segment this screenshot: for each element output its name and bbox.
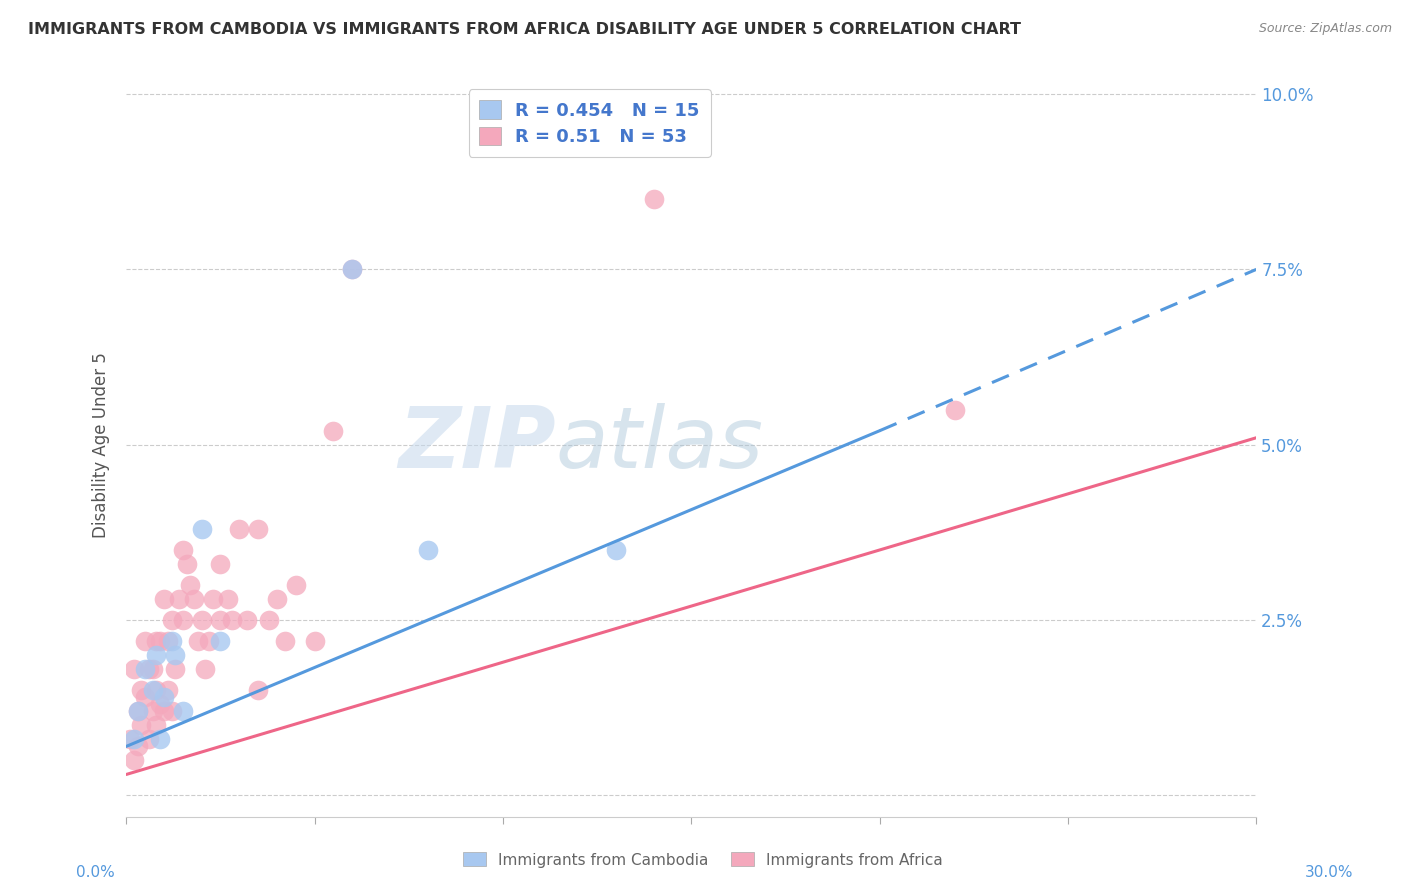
Point [160, 634, 183, 648]
Point [138, 732, 160, 747]
Point [209, 613, 232, 627]
Point [134, 662, 156, 676]
Point [153, 690, 176, 705]
Point [145, 718, 167, 732]
Point [342, 262, 364, 277]
Point [228, 522, 250, 536]
Point [259, 613, 281, 627]
Point [190, 522, 212, 536]
Point [131, 683, 153, 698]
Point [416, 543, 439, 558]
Point [194, 662, 217, 676]
Point [176, 557, 198, 571]
Point [134, 634, 156, 648]
Point [149, 698, 172, 712]
Point [145, 683, 167, 698]
Point [172, 613, 194, 627]
Text: Source: ZipAtlas.com: Source: ZipAtlas.com [1258, 22, 1392, 36]
Point [322, 424, 344, 438]
Point [122, 662, 145, 676]
Point [342, 262, 364, 277]
Point [221, 613, 243, 627]
Point [247, 522, 270, 536]
Point [217, 592, 239, 607]
Point [145, 634, 167, 648]
Point [172, 704, 194, 718]
Point [160, 704, 183, 718]
Point [172, 543, 194, 558]
Point [142, 704, 165, 718]
Point [236, 613, 259, 627]
Point [943, 402, 966, 417]
Point [153, 704, 176, 718]
Point [643, 192, 665, 206]
Point [142, 683, 165, 698]
Point [149, 634, 172, 648]
Point [247, 683, 270, 698]
Point [127, 739, 149, 754]
Point [127, 704, 149, 718]
Legend: R = 0.454   N = 15, R = 0.51   N = 53: R = 0.454 N = 15, R = 0.51 N = 53 [468, 89, 710, 157]
Point [209, 557, 232, 571]
Point [167, 592, 190, 607]
Point [187, 634, 209, 648]
Point [179, 578, 201, 592]
Text: atlas: atlas [555, 403, 763, 486]
Text: 0.0%: 0.0% [76, 865, 115, 880]
Point [134, 690, 156, 705]
Point [198, 634, 221, 648]
Point [156, 683, 179, 698]
Point [145, 648, 167, 663]
Text: 30.0%: 30.0% [1305, 865, 1353, 880]
Point [138, 662, 160, 676]
Point [201, 592, 224, 607]
Point [149, 732, 172, 747]
Point [131, 718, 153, 732]
Point [127, 704, 149, 718]
Point [165, 648, 187, 663]
Point [165, 662, 187, 676]
Point [266, 592, 288, 607]
Point [273, 634, 295, 648]
Point [156, 634, 179, 648]
Point [190, 613, 212, 627]
Text: IMMIGRANTS FROM CAMBODIA VS IMMIGRANTS FROM AFRICA DISABILITY AGE UNDER 5 CORREL: IMMIGRANTS FROM CAMBODIA VS IMMIGRANTS F… [28, 22, 1021, 37]
Point [605, 543, 627, 558]
Point [122, 753, 145, 767]
Point [122, 732, 145, 747]
Point [304, 634, 326, 648]
Point [160, 613, 183, 627]
Point [120, 732, 142, 747]
Text: ZIP: ZIP [398, 403, 555, 486]
Point [209, 634, 232, 648]
Point [183, 592, 205, 607]
Point [142, 662, 165, 676]
Legend: Immigrants from Cambodia, Immigrants from Africa: Immigrants from Cambodia, Immigrants fro… [457, 847, 949, 873]
Y-axis label: Disability Age Under 5: Disability Age Under 5 [93, 351, 110, 538]
Point [284, 578, 307, 592]
Point [153, 592, 176, 607]
